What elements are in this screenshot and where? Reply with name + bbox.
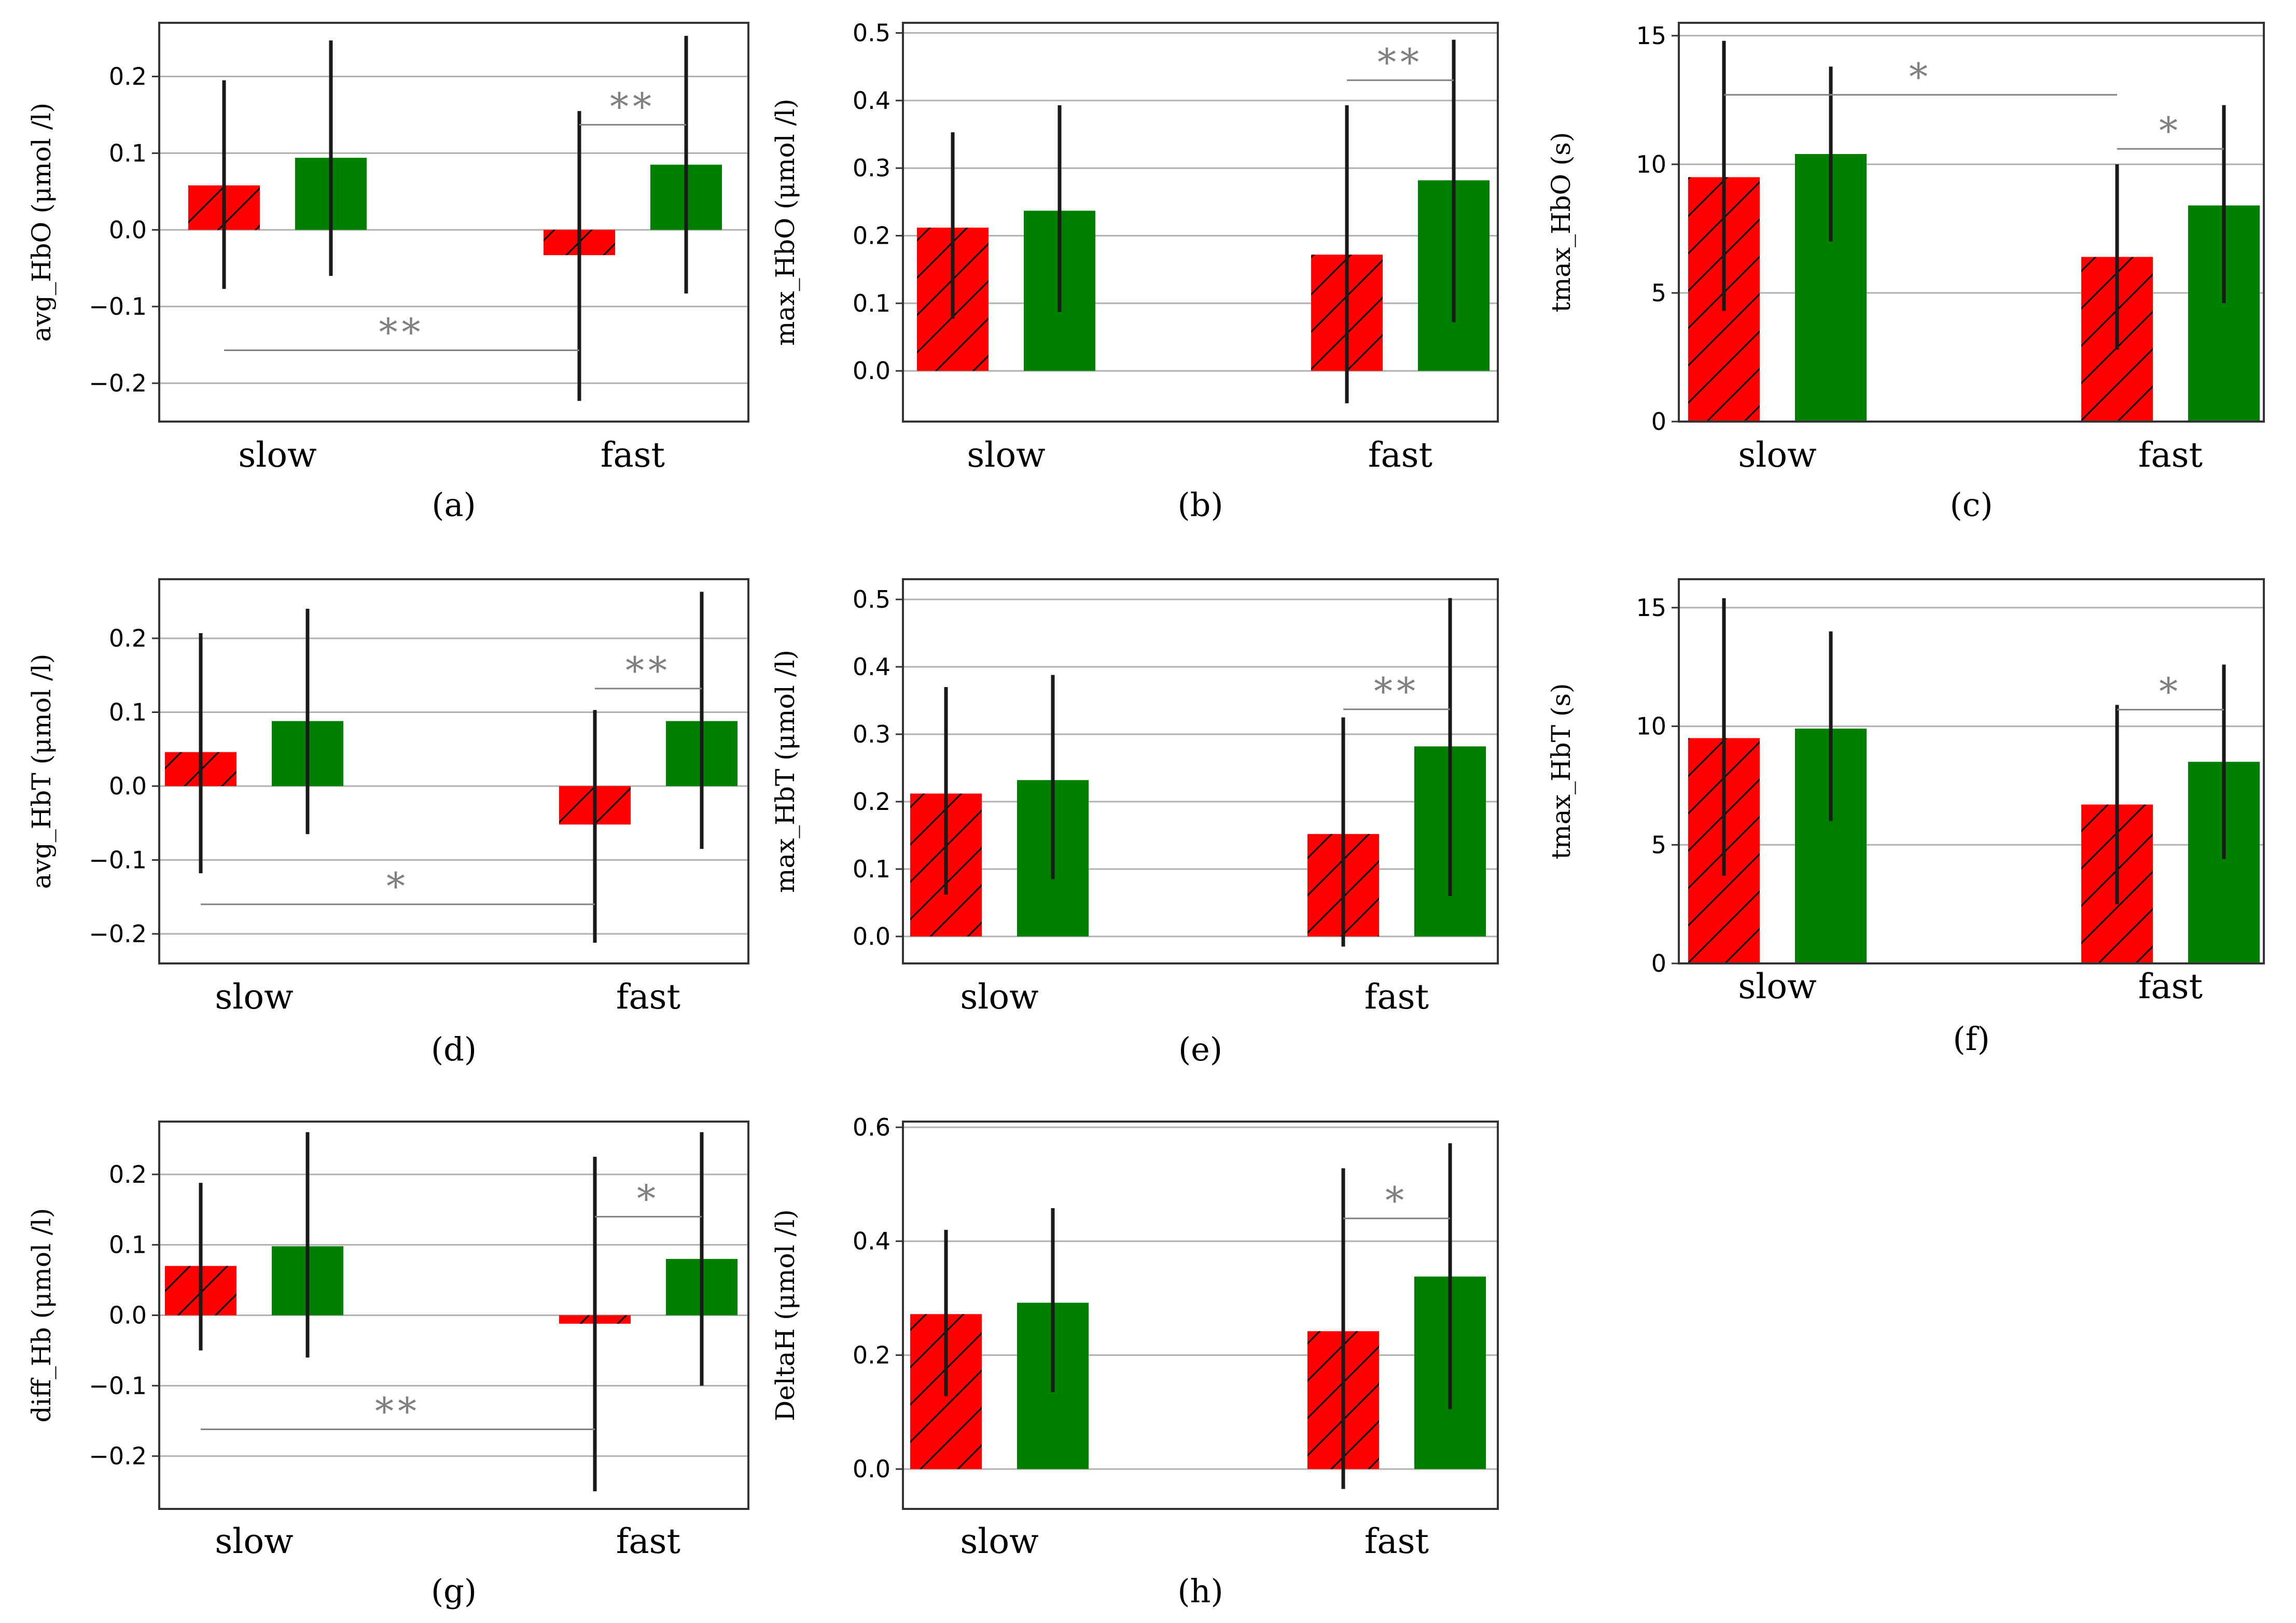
panel-label: (f) xyxy=(1953,1020,1989,1058)
significance-label: ** xyxy=(1374,669,1420,713)
y-tick-label: 0.3 xyxy=(853,154,890,182)
y-tick-label: 0.5 xyxy=(853,585,890,613)
significance-label: * xyxy=(1909,55,1932,99)
panel-label: (c) xyxy=(1950,486,1993,524)
y-axis-label: diff_Hb (μmol /l) xyxy=(26,1208,57,1423)
significance-label: * xyxy=(2159,109,2182,152)
y-axis-label: DeltaH (μmol /l) xyxy=(770,1209,800,1421)
y-tick-label: 0.4 xyxy=(853,1227,890,1255)
y-tick-label: 5 xyxy=(1651,279,1666,307)
y-tick-label: 0.1 xyxy=(109,698,147,726)
panel-label: (g) xyxy=(431,1572,477,1610)
y-axis-label: max_HbT (μmol /l) xyxy=(770,650,800,893)
panel-label: (d) xyxy=(431,1030,477,1068)
y-tick-label: 0.1 xyxy=(109,1231,147,1259)
y-tick-label: −0.2 xyxy=(89,369,147,397)
significance-label: * xyxy=(637,1177,660,1220)
y-tick-label: 0.2 xyxy=(853,222,890,250)
category-label-fast: fast xyxy=(601,435,665,475)
axes-frame xyxy=(902,578,1499,964)
y-tick-label: 0.2 xyxy=(109,624,147,652)
y-axis-label: avg_HbT (μmol /l) xyxy=(26,654,57,889)
y-tick-label: 5 xyxy=(1651,831,1666,859)
y-tick-label: 10 xyxy=(1636,712,1666,740)
category-label-fast: fast xyxy=(2138,967,2203,1006)
axes-frame xyxy=(158,22,749,423)
y-tick-label: 0.2 xyxy=(109,1160,147,1188)
significance-label: * xyxy=(2159,670,2182,713)
y-tick-label: 0.0 xyxy=(853,357,890,385)
axes-frame xyxy=(1678,22,2265,423)
category-label-slow: slow xyxy=(967,435,1045,475)
axes-frame xyxy=(1678,578,2265,964)
significance-label: ** xyxy=(375,1390,421,1433)
chart-panel-c: * * 0 5 10 15 tmax_HbO (s) slow fast (c) xyxy=(1546,22,2265,524)
axes-frame xyxy=(158,578,749,964)
y-tick-label: −0.2 xyxy=(89,920,147,948)
y-tick-label: 15 xyxy=(1636,594,1666,622)
chart-panel-h: * 0.0 0.2 0.4 0.6 DeltaH (μmol /l) slow fast (h) xyxy=(770,1113,1499,1610)
category-label-slow: slow xyxy=(960,977,1038,1017)
chart-panel-f: * 0 5 10 15 tmax_HbT (s) slow fast (f) xyxy=(1546,578,2265,1058)
category-label-slow: slow xyxy=(215,977,293,1017)
category-label-slow: slow xyxy=(1738,967,1816,1006)
significance-label: ** xyxy=(379,310,425,354)
y-tick-label: 0 xyxy=(1651,408,1666,436)
y-tick-label: 0.0 xyxy=(853,1455,890,1483)
panel-label: (b) xyxy=(1177,486,1223,524)
y-tick-label: 0.2 xyxy=(109,63,147,91)
category-label-fast: fast xyxy=(616,1521,680,1561)
y-tick-label: 0.6 xyxy=(853,1113,890,1141)
y-tick-label: −0.1 xyxy=(89,846,147,874)
y-tick-label: 0.4 xyxy=(853,87,890,115)
significance-label: ** xyxy=(1377,40,1423,84)
significance-label: ** xyxy=(625,649,671,692)
significance-label: * xyxy=(1385,1179,1408,1222)
y-tick-label: 0.0 xyxy=(109,772,147,800)
y-tick-label: 10 xyxy=(1636,150,1666,178)
category-label-slow: slow xyxy=(1738,435,1816,475)
significance-label: * xyxy=(386,864,409,908)
y-tick-label: 0.1 xyxy=(853,289,890,317)
y-tick-label: 0.5 xyxy=(853,19,890,47)
y-tick-label: −0.2 xyxy=(89,1442,147,1470)
y-tick-label: 0.0 xyxy=(109,216,147,244)
y-tick-label: 0 xyxy=(1651,949,1666,977)
panel-label: (e) xyxy=(1178,1030,1222,1068)
category-label-fast: fast xyxy=(1365,1521,1429,1561)
category-label-slow: slow xyxy=(215,1521,293,1561)
category-label-slow: slow xyxy=(960,1521,1038,1561)
y-axis-label: max_HbO (μmol /l) xyxy=(770,99,800,346)
panel-label: (h) xyxy=(1177,1572,1223,1610)
y-tick-label: 0.1 xyxy=(109,139,147,167)
y-tick-label: −0.1 xyxy=(89,292,147,320)
chart-panel-b: ** 0.0 0.1 0.2 0.3 0.4 0.5 max_HbO (μmol /l) slo… xyxy=(770,19,1499,524)
category-label-slow: slow xyxy=(238,435,316,475)
category-label-fast: fast xyxy=(1368,435,1432,475)
y-tick-label: 0.0 xyxy=(853,922,890,950)
axes-frame xyxy=(902,22,1499,423)
y-tick-label: −0.1 xyxy=(89,1372,147,1400)
chart-panel-a: ** ** −0.2 −0.1 0.0 0.1 0.2 avg_HbO (μmol /l) sl… xyxy=(26,22,749,524)
axes-frame xyxy=(902,1121,1499,1510)
y-tick-label: 0.2 xyxy=(853,788,890,816)
category-label-fast: fast xyxy=(2138,435,2203,475)
chart-panel-e: ** 0.0 0.1 0.2 0.3 0.4 0.5 max_HbT (μmol /l) slo… xyxy=(770,578,1499,1068)
y-axis-label: tmax_HbO (s) xyxy=(1546,132,1576,313)
significance-label: ** xyxy=(610,85,656,129)
y-tick-label: 0.1 xyxy=(853,855,890,883)
y-axis-label: avg_HbO (μmol /l) xyxy=(26,103,57,342)
y-tick-label: 0.3 xyxy=(853,720,890,748)
panel-label: (a) xyxy=(432,486,476,524)
category-label-fast: fast xyxy=(1365,977,1429,1017)
y-tick-label: 0.0 xyxy=(109,1302,147,1330)
y-tick-label: 0.4 xyxy=(853,653,890,681)
y-tick-label: 15 xyxy=(1636,22,1666,50)
y-axis-label: tmax_HbT (s) xyxy=(1546,683,1576,859)
y-tick-label: 0.2 xyxy=(853,1341,890,1369)
category-label-fast: fast xyxy=(616,977,680,1017)
